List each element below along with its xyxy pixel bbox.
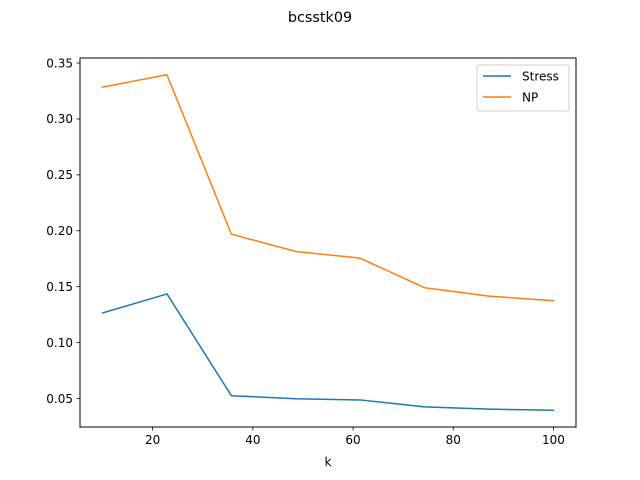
y-tick-label: 0.25 [46, 168, 73, 182]
y-tick-label: 0.15 [46, 280, 73, 294]
y-tick-label: 0.20 [46, 224, 73, 238]
legend: Stress NP [476, 64, 570, 112]
series-layer [101, 74, 555, 411]
legend-label-np: NP [522, 90, 538, 104]
x-axis-label: k [325, 455, 332, 469]
y-tick-label: 0.10 [46, 336, 73, 350]
series-line-stress [101, 293, 555, 411]
y-tick-label: 0.05 [46, 392, 73, 406]
chart-title: bcsstk09 [288, 10, 352, 26]
x-tick-label: 60 [345, 433, 360, 447]
plot-area: 20 40 60 80 100 0.05 0.10 0.15 0.20 0.25 0.30 0.35 [46, 56, 577, 447]
x-tick-label: 20 [145, 433, 160, 447]
axes-frame [79, 57, 577, 428]
y-tick-label: 0.35 [46, 56, 73, 70]
x-axis: 20 40 60 80 100 [145, 427, 565, 447]
y-tick-label: 0.30 [46, 112, 73, 126]
x-tick-label: 100 [542, 433, 565, 447]
x-tick-label: 80 [446, 433, 461, 447]
legend-label-stress: Stress [522, 69, 559, 83]
y-axis: 0.05 0.10 0.15 0.20 0.25 0.30 0.35 [46, 56, 80, 406]
x-tick-label: 40 [245, 433, 260, 447]
series-line-np [101, 74, 555, 302]
